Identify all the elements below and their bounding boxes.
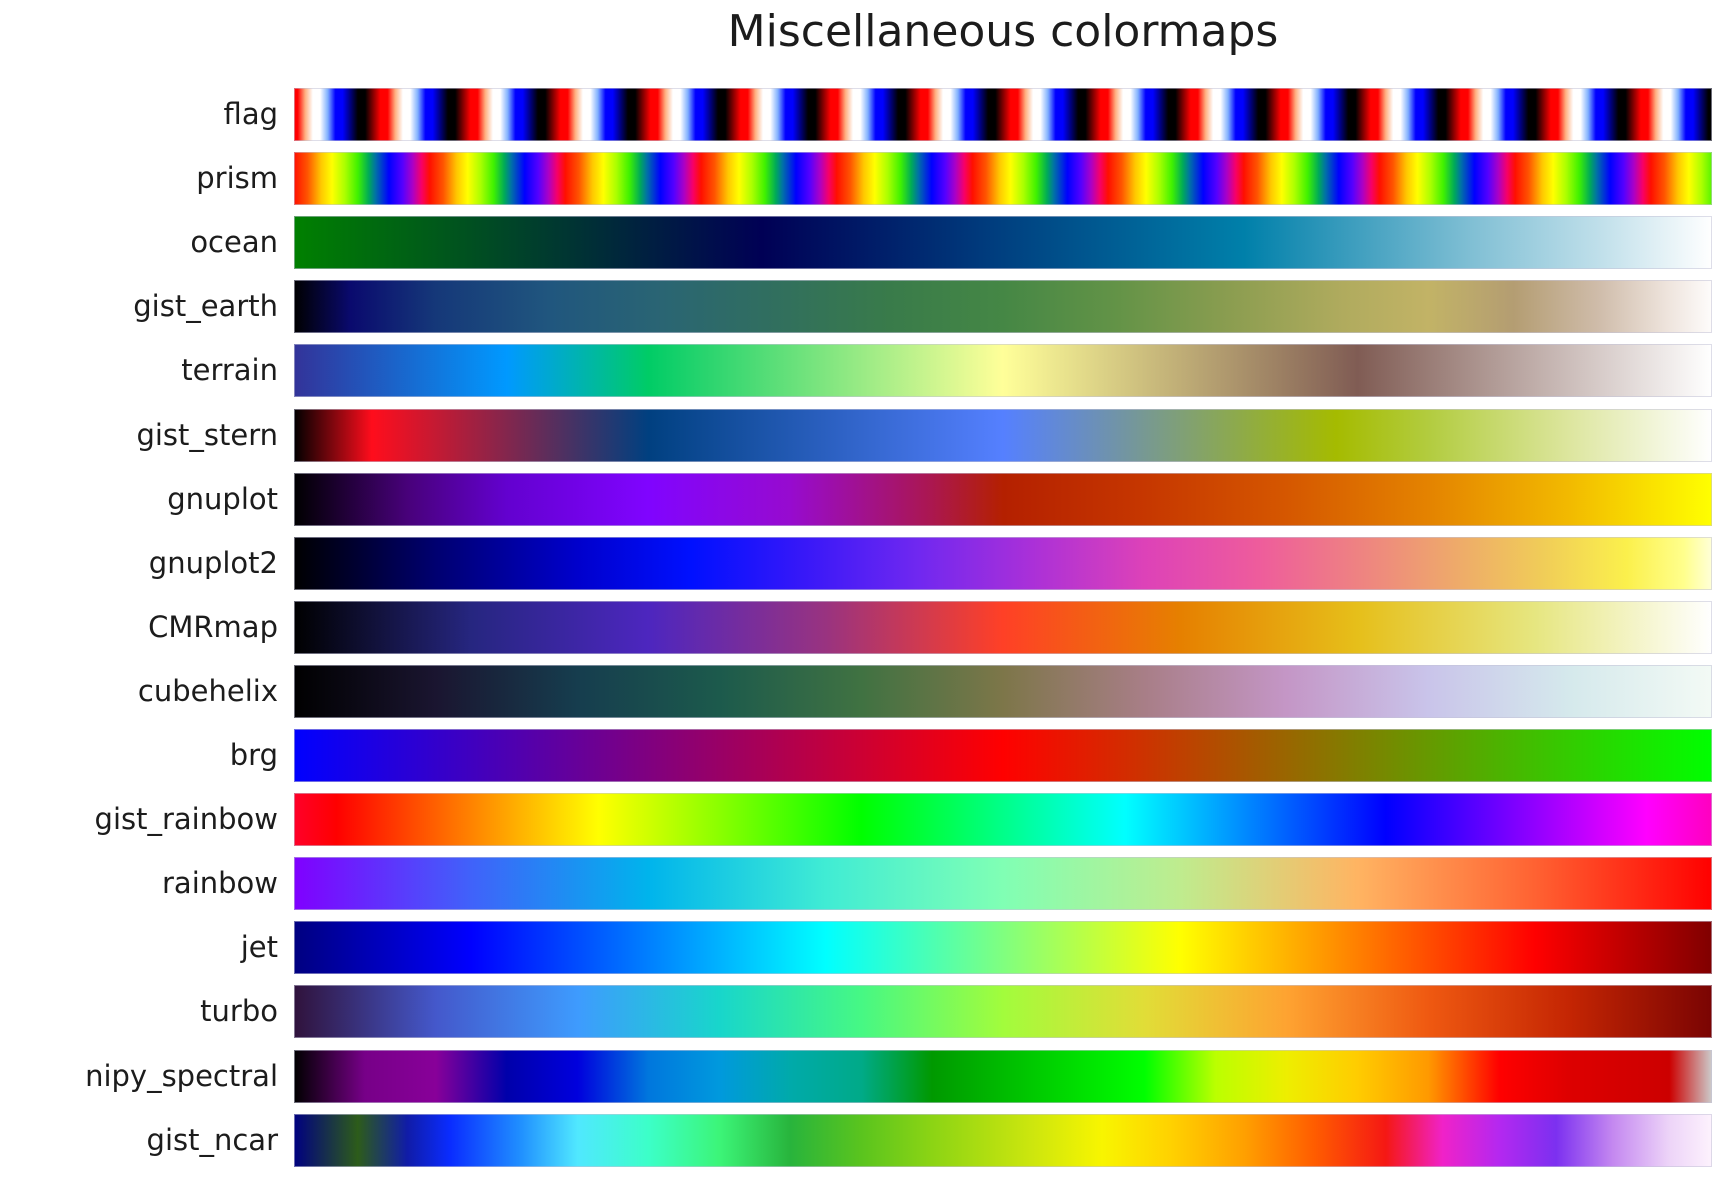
colormap-row: brg	[0, 729, 1730, 782]
colormap-row: ocean	[0, 216, 1730, 270]
colormap-row: nipy_spectral	[0, 1049, 1730, 1103]
row-label: nipy_spectral	[85, 1058, 278, 1093]
colorbar-rainbow	[294, 857, 1712, 911]
colorbar-turbo	[294, 985, 1712, 1039]
colorbar-gist_earth	[294, 280, 1712, 334]
colorbar-CMRmap	[294, 600, 1712, 654]
colorbar-gist_ncar	[294, 1113, 1712, 1167]
colormap-row: flag	[0, 88, 1730, 141]
row-label: ocean	[190, 225, 278, 260]
colorbar-nipy_spectral	[294, 1049, 1712, 1103]
row-label: prism	[196, 161, 278, 196]
colorbar-gnuplot	[294, 472, 1712, 526]
colormap-row: gist_earth	[0, 280, 1730, 334]
colormap-row: jet	[0, 921, 1730, 975]
colorbar-gist_stern	[294, 408, 1712, 462]
row-label: cubehelix	[137, 673, 278, 708]
row-label: brg	[229, 738, 278, 772]
row-label: terrain	[181, 353, 278, 388]
colormap-row: gist_stern	[0, 408, 1730, 462]
colormap-row: gist_ncar	[0, 1113, 1730, 1167]
colorbar-gist_rainbow	[294, 793, 1712, 847]
row-label: gist_stern	[136, 417, 278, 452]
colormap-row: turbo	[0, 985, 1730, 1039]
colorbar-ocean	[294, 216, 1712, 270]
colormap-row: gnuplot2	[0, 536, 1730, 590]
colorbar-flag	[294, 88, 1712, 141]
colormap-row: gnuplot	[0, 472, 1730, 526]
row-label: gnuplot2	[148, 545, 278, 580]
colorbar-brg	[294, 729, 1712, 782]
row-label: gist_ncar	[146, 1122, 278, 1157]
row-label: jet	[240, 930, 278, 965]
chart-title: Miscellaneous colormaps	[727, 6, 1279, 57]
colormap-row: rainbow	[0, 857, 1730, 911]
colormap-row: terrain	[0, 344, 1730, 398]
colorbar-prism	[294, 152, 1712, 206]
row-label: flag	[223, 97, 278, 131]
colorbar-terrain	[294, 344, 1712, 398]
row-label: CMRmap	[148, 609, 278, 644]
row-label: turbo	[200, 994, 278, 1029]
row-label: rainbow	[162, 866, 278, 901]
row-label: gist_earth	[133, 289, 278, 324]
row-label: gist_rainbow	[94, 802, 278, 837]
colorbar-cubehelix	[294, 664, 1712, 718]
colormap-row: cubehelix	[0, 664, 1730, 718]
colorbar-jet	[294, 921, 1712, 975]
colormap-row: gist_rainbow	[0, 793, 1730, 847]
colorbar-gnuplot2	[294, 536, 1712, 590]
row-label: gnuplot	[167, 481, 278, 516]
colormap-row: prism	[0, 152, 1730, 206]
colormap-row: CMRmap	[0, 600, 1730, 654]
